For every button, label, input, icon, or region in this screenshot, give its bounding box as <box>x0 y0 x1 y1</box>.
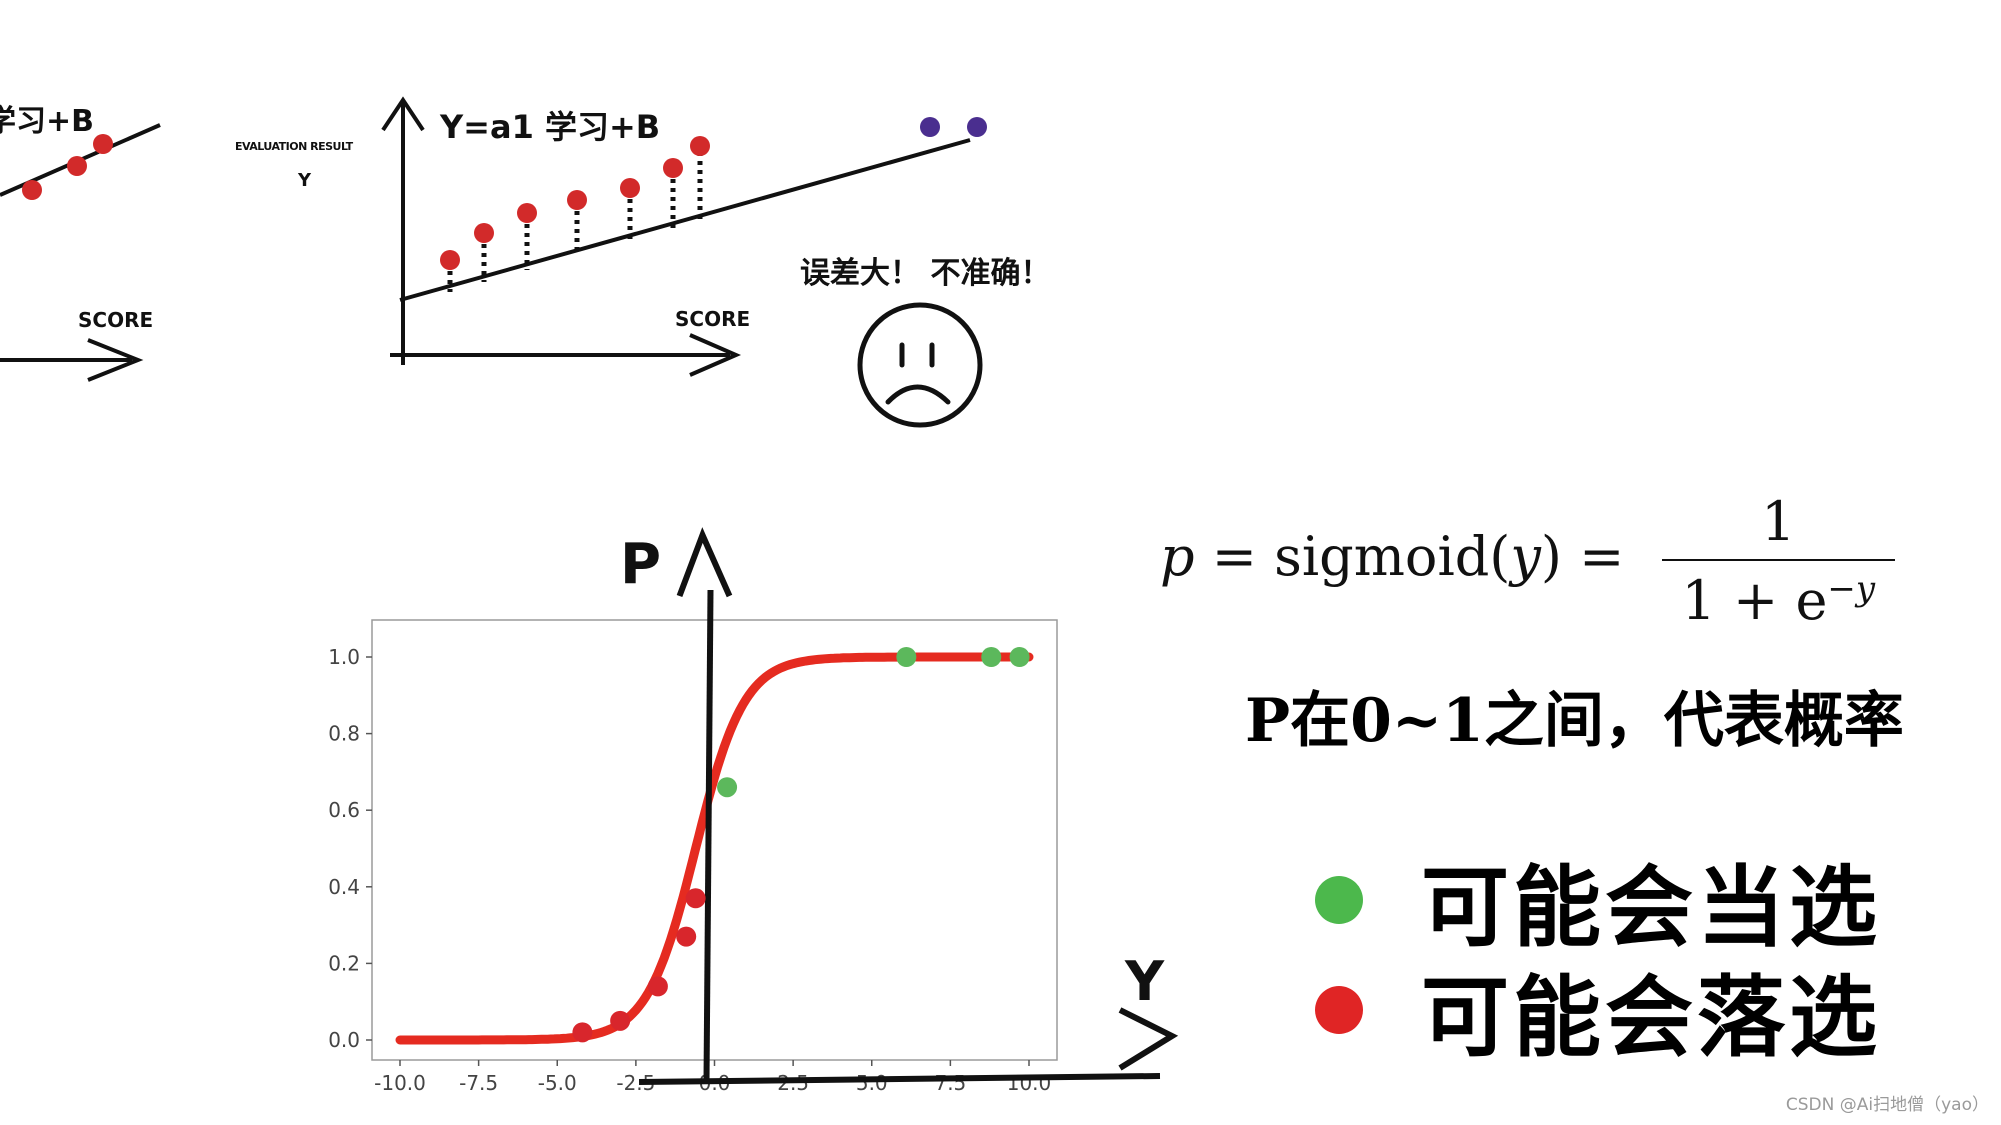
regression-error-plot <box>381 96 987 377</box>
regression-line <box>399 138 971 302</box>
y-label: Y <box>298 170 312 191</box>
formula-denominator: 1 + e−y <box>1661 559 1896 632</box>
outlier-point <box>967 117 987 137</box>
x-axis-arrow <box>87 338 144 382</box>
formula-exponent: −y <box>1827 569 1876 609</box>
p-axis-arrow <box>676 527 733 598</box>
sigmoid-formula: p = sigmoid(y) = 1 1 + e−y <box>1160 490 1896 632</box>
data-point <box>93 134 113 154</box>
y-tick-label: 0.6 <box>328 798 360 822</box>
y-axis <box>638 1073 1161 1085</box>
top-left-x-label: SCORE <box>78 308 154 332</box>
formula-numerator: 1 <box>1761 490 1796 553</box>
score-label: SCORE <box>675 307 751 331</box>
red-data-point <box>572 1022 593 1043</box>
legend-label-defeated: 可能会落选 <box>1421 965 1882 1069</box>
y-tick-label: 0.2 <box>328 951 360 975</box>
data-point <box>22 180 42 200</box>
error-comment: 误差大！ 不准确！ <box>800 256 1051 291</box>
green-dot-icon <box>1315 876 1363 924</box>
green-data-point <box>896 647 917 667</box>
x-tick-label: 7.5 <box>934 1071 966 1095</box>
x-tick-label: -7.5 <box>459 1071 498 1095</box>
formula-fraction: 1 1 + e−y <box>1661 490 1896 632</box>
sigmoid-curve <box>395 652 1034 1045</box>
green-data-point <box>717 777 738 798</box>
data-point <box>663 158 683 178</box>
sad-face-icon <box>857 302 983 428</box>
data-point <box>474 223 494 243</box>
legend-label-elected: 可能会当选 <box>1421 855 1882 959</box>
data-point <box>690 136 710 156</box>
legend: 可能会当选 可能会落选 <box>1315 845 1881 1069</box>
formula-eq2: = <box>1579 525 1625 588</box>
data-point <box>67 156 87 176</box>
red-data-point <box>685 888 706 909</box>
legend-item-elected: 可能会当选 <box>1315 845 1881 959</box>
y-axis-arrow <box>1118 1007 1179 1071</box>
regression-equation: Y=a1 学习+B <box>440 108 661 146</box>
formula-eq: = <box>1211 525 1257 588</box>
p-axis-label: P <box>620 532 662 597</box>
data-point <box>440 250 460 270</box>
top-left-regression-plot <box>0 123 161 382</box>
x-tick-label: 5.0 <box>856 1071 888 1095</box>
y-axis-label: Y <box>1125 950 1165 1013</box>
red-dot-icon <box>1315 986 1363 1034</box>
formula-arg: y <box>1510 525 1541 588</box>
y-axis-arrow <box>381 96 425 132</box>
residual-lines <box>447 152 703 292</box>
x-axis-arrow <box>689 333 742 377</box>
probability-description: P在0~1之间，代表概率 <box>1245 686 1904 756</box>
formula-lhs: p <box>1160 525 1195 588</box>
formula-close: ) <box>1540 525 1562 588</box>
red-data-point <box>676 926 697 947</box>
red-data-point <box>610 1010 631 1031</box>
data-point <box>567 190 587 210</box>
watermark: CSDN @Ai扫地僧（yao） <box>1785 1095 1989 1115</box>
formula-func: sigmoid( <box>1274 525 1511 588</box>
p-axis <box>703 589 714 1081</box>
data-point <box>620 178 640 198</box>
data-point <box>517 203 537 223</box>
red-data-point <box>647 976 668 997</box>
green-data-point <box>1009 647 1030 667</box>
legend-item-defeated: 可能会落选 <box>1315 955 1881 1069</box>
y-tick-label: 1.0 <box>328 645 360 669</box>
evaluation-result-label: EVALUATION RESULT <box>235 140 353 153</box>
green-data-point <box>981 647 1002 667</box>
plot-frame <box>371 619 1058 1061</box>
x-tick-label: -10.0 <box>374 1071 426 1095</box>
outlier-point <box>920 117 940 137</box>
y-tick-label: 0.8 <box>328 722 360 746</box>
y-tick-label: 0.4 <box>328 875 360 899</box>
top-left-equation: 学习+B <box>0 104 95 139</box>
x-tick-label: -5.0 <box>538 1071 577 1095</box>
y-tick-label: 0.0 <box>328 1028 360 1052</box>
sigmoid-chart: -10.0-7.5-5.0-2.50.02.55.07.510.00.00.20… <box>328 527 1179 1095</box>
